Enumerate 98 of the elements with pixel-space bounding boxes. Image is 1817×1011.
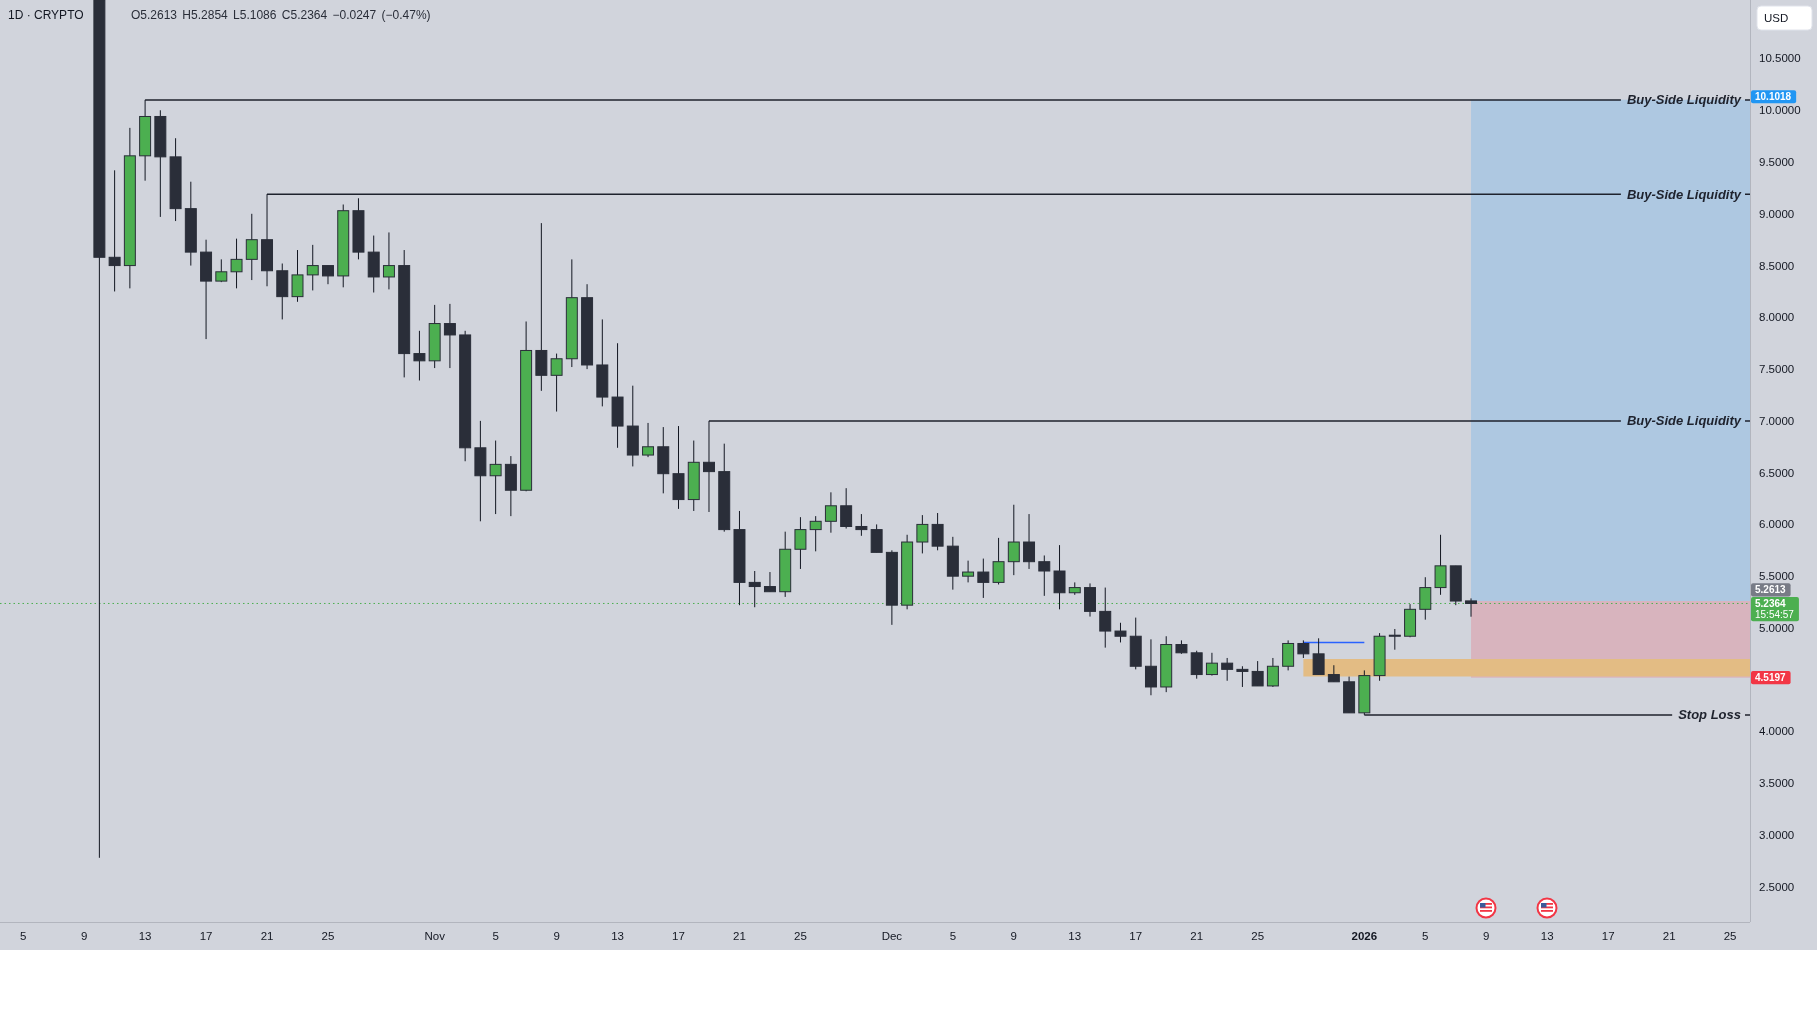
y-tick-label: 5.5000 <box>1759 570 1795 583</box>
x-tick-label: 13 <box>1540 930 1554 942</box>
candlestick <box>108 169 121 292</box>
x-tick-label: 9 <box>1483 930 1490 942</box>
candlestick <box>1388 628 1401 651</box>
candlestick <box>1266 657 1279 688</box>
y-tick-label: 8.5000 <box>1759 259 1795 272</box>
candlestick <box>1221 657 1234 682</box>
y-tick-label: 6.0000 <box>1759 518 1795 531</box>
x-tick-label: 25 <box>321 930 335 942</box>
x-tick-label: 17 <box>1129 930 1143 942</box>
candlestick <box>1190 650 1203 680</box>
candlestick <box>443 303 456 369</box>
text: O5.2613 H5.2854 L5.1086 C5.2364 −0.0247 (−0.47%) <box>131 8 431 22</box>
series-label: Buy-Side Liquidity <box>1626 413 1742 429</box>
candlestick <box>1084 582 1096 618</box>
annotation: 10.1018 <box>1755 91 1792 103</box>
x-tick-label: 9 <box>1010 930 1018 942</box>
candlestick <box>230 238 243 289</box>
y-tick-label: 5.0000 <box>1759 621 1795 634</box>
candlestick <box>1007 504 1020 576</box>
candlestick <box>931 512 944 551</box>
candlestick <box>992 537 1005 585</box>
candlestick <box>962 560 975 583</box>
text: USD <box>1764 12 1789 24</box>
x-tick-label: 21 <box>1662 930 1676 942</box>
candlestick <box>1282 639 1295 671</box>
candlestick <box>245 213 258 281</box>
candlestick <box>824 491 837 534</box>
x-tick-label: 17 <box>1601 930 1615 942</box>
candlestick <box>763 571 776 593</box>
x-tick-label: 9 <box>80 930 88 942</box>
candlestick <box>748 570 761 608</box>
candlestick <box>840 487 853 530</box>
candlestick <box>322 265 334 285</box>
candlestick <box>642 422 655 458</box>
y-tick-label: 3.0000 <box>1759 829 1795 842</box>
candlestick <box>916 514 929 554</box>
candlestick <box>1053 544 1066 610</box>
x-tick-label: 21 <box>733 930 746 942</box>
candlestick <box>794 516 807 570</box>
candlestick <box>550 353 563 413</box>
series-label: Buy-Side Liquidity <box>1626 186 1742 202</box>
x-tick-label: Dec <box>881 930 903 942</box>
candlestick <box>1465 597 1477 618</box>
annotation: 4.5197 <box>1755 672 1787 684</box>
x-tick-label: 25 <box>1251 930 1265 942</box>
x-tick-label: 5 <box>1422 930 1429 942</box>
candlestick <box>489 440 502 515</box>
candlestick <box>382 231 395 290</box>
candlestick <box>1327 664 1340 683</box>
x-tick-label: 17 <box>199 930 213 942</box>
x-tick-label: 13 <box>138 930 152 942</box>
candlestick <box>1099 587 1112 649</box>
x-tick-label: 5 <box>949 930 957 942</box>
x-tick-label: 13 <box>611 930 624 942</box>
y-tick-label: 6.5000 <box>1759 466 1795 479</box>
candlestick <box>977 558 990 599</box>
x-tick-label: 5 <box>492 930 499 942</box>
y-tick-label: 7.5000 <box>1759 363 1795 376</box>
text: 1D · CRYPTO <box>8 8 84 22</box>
y-tick-label: 9.5000 <box>1759 156 1795 169</box>
x-tick-label: 2026 <box>1351 930 1378 942</box>
y-tick-label: 8.0000 <box>1759 311 1795 324</box>
candlestick <box>1144 638 1157 696</box>
y-tick-label: 3.5000 <box>1759 777 1795 790</box>
candlestick <box>1205 652 1218 677</box>
candlestick <box>306 244 319 291</box>
x-tick-label: 21 <box>1190 930 1204 942</box>
x-tick-label: 9 <box>553 930 560 942</box>
x-tick-label: 21 <box>260 930 274 942</box>
x-tick-label: 13 <box>1068 930 1082 942</box>
candlestick <box>855 513 868 537</box>
candlestick <box>1251 660 1264 687</box>
x-tick-label: 5 <box>19 930 27 942</box>
candlestick <box>291 249 304 303</box>
candlestick <box>1312 637 1325 676</box>
y-tick-label: 10.5000 <box>1759 52 1801 65</box>
candlestick <box>1434 534 1447 596</box>
y-tick-label: 2.5000 <box>1759 880 1795 893</box>
x-tick-label: 17 <box>672 930 685 942</box>
candlestick <box>1236 665 1249 688</box>
y-tick-label: 9.0000 <box>1759 207 1795 220</box>
series-label: Stop Loss <box>1678 707 1741 723</box>
series-label: Buy-Side Liquidity <box>1626 92 1742 108</box>
candlestick <box>413 330 426 381</box>
y-tick-label: 4.0000 <box>1759 725 1795 738</box>
candlestick <box>809 515 822 552</box>
candlestick <box>1114 622 1127 643</box>
candlestick <box>870 523 883 553</box>
x-tick-label: 25 <box>1723 930 1737 942</box>
annotation: 5.2613 <box>1755 584 1787 596</box>
candlestick <box>1038 554 1051 597</box>
x-tick-label: Nov <box>424 930 446 942</box>
y-tick-label: 10.0000 <box>1759 104 1801 117</box>
x-tick-label: 25 <box>794 930 807 942</box>
candlestick <box>1023 513 1036 570</box>
y-tick-label: 7.0000 <box>1759 414 1795 427</box>
